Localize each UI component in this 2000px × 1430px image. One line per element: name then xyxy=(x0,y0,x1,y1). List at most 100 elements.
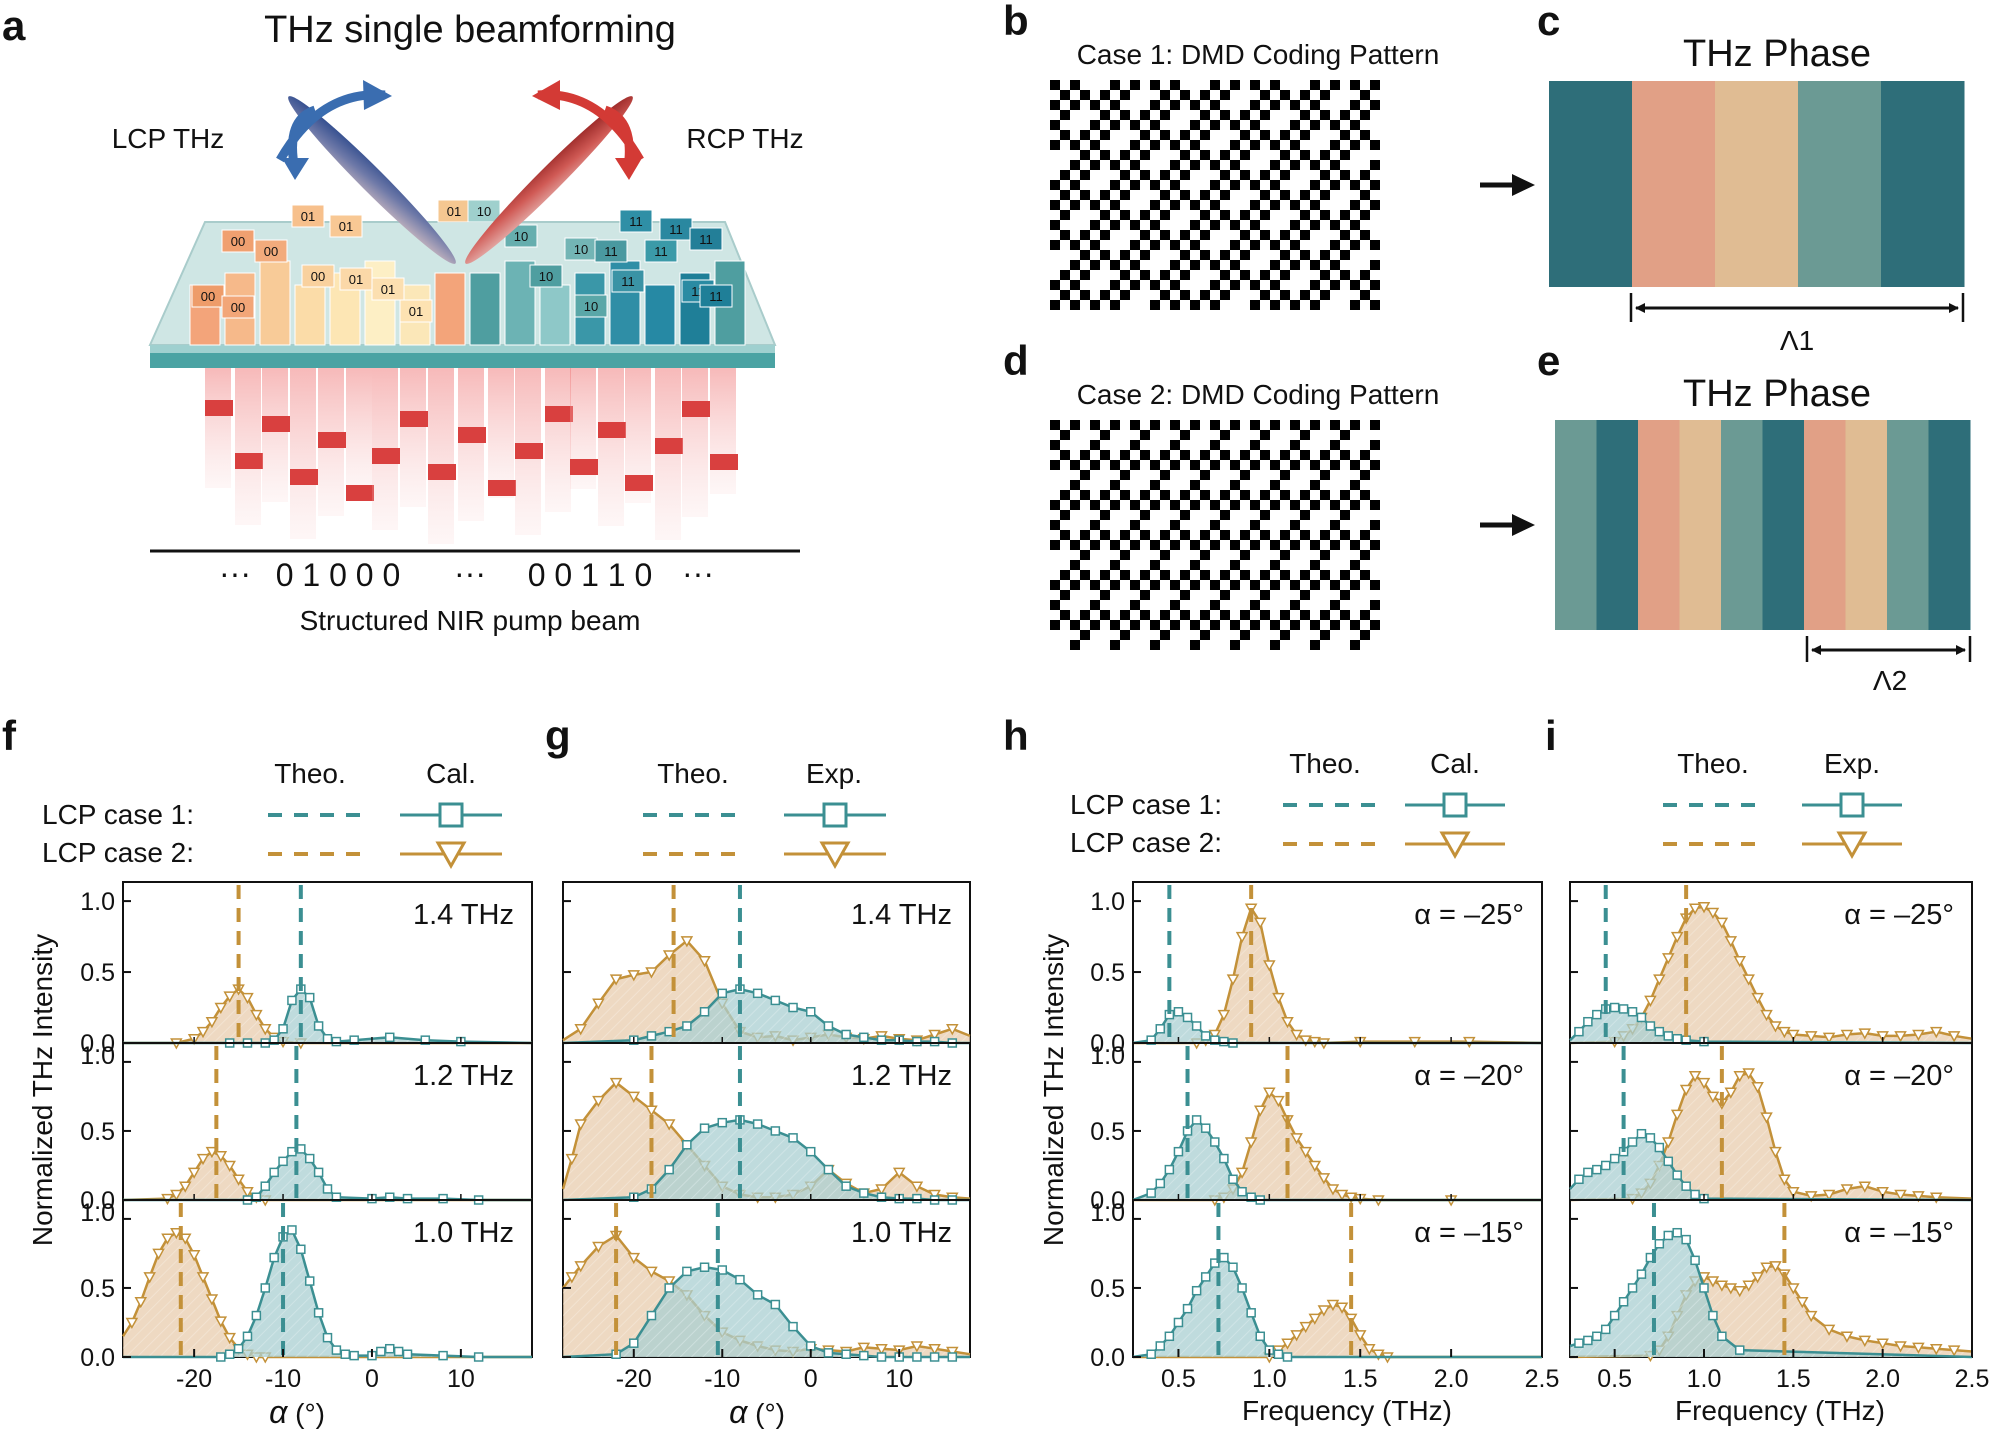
coding-cell-box xyxy=(371,277,405,301)
dmd-pixel xyxy=(1330,580,1340,590)
data-point-square xyxy=(788,1321,798,1332)
dmd-pixel xyxy=(1230,140,1240,150)
dmd-pixel xyxy=(1160,210,1170,220)
coding-cell-label: 10 xyxy=(514,229,528,244)
data-point-triangle xyxy=(205,1294,219,1306)
dmd-pixel xyxy=(1190,240,1200,250)
dmd-pixel xyxy=(1320,550,1330,560)
dmd-pixel xyxy=(1070,300,1080,310)
dmd-pixel xyxy=(1340,430,1350,440)
data-point-triangle xyxy=(1858,1028,1872,1040)
panel-d: d Case 2: DMD Coding Pattern xyxy=(1003,337,1439,650)
coding-cell-label: 01 xyxy=(447,204,461,219)
panel-e: e THz Phase Λ2 xyxy=(1537,337,1972,696)
dmd-pixel xyxy=(1200,150,1210,160)
phase-stripe xyxy=(1798,81,1882,287)
dmd-pixel xyxy=(1240,270,1250,280)
dmd-pixel xyxy=(1180,570,1190,580)
dmd-pixel xyxy=(1370,520,1380,530)
dmd-pixel xyxy=(1350,100,1360,110)
dmd-pixel xyxy=(1080,610,1090,620)
data-point-square xyxy=(251,1310,262,1321)
dmd-pixel xyxy=(1160,490,1170,500)
dmd-pixel xyxy=(1360,130,1370,140)
chart-g-2: 1.2 THz xyxy=(561,1042,971,1205)
data-point-square xyxy=(841,1349,851,1359)
data-point-square xyxy=(1219,1036,1229,1047)
pump-beam-block xyxy=(545,406,573,422)
dmd-pixel xyxy=(1270,240,1280,250)
data-point-square xyxy=(805,1341,816,1351)
dmd-pixel xyxy=(1180,230,1190,240)
dmd-pixel xyxy=(1330,280,1340,290)
data-point-square xyxy=(752,1119,763,1129)
y-tick-label: 1.0 xyxy=(80,1199,115,1227)
dmd-pixel xyxy=(1350,240,1360,250)
data-point-triangle xyxy=(1290,1330,1303,1342)
data-point-square xyxy=(438,1350,448,1361)
data-point-triangle xyxy=(1804,1031,1818,1043)
dmd-pixel xyxy=(1280,170,1290,180)
dmd-pixel xyxy=(1310,160,1320,170)
dmd-pixel xyxy=(1250,140,1260,150)
dmd-pixel xyxy=(1110,420,1120,430)
coding-cell-label: 10 xyxy=(539,269,553,284)
panel-a-title: THz single beamforming xyxy=(264,9,676,51)
dmd-pixel xyxy=(1170,460,1180,470)
dmd-pixel xyxy=(1120,290,1130,300)
dmd-pixel xyxy=(1260,190,1270,200)
dmd-pixel xyxy=(1350,140,1360,150)
data-point-square xyxy=(1636,1128,1647,1139)
dmd-pixel xyxy=(1170,600,1180,610)
dmd-pixel xyxy=(1320,530,1330,540)
series-hatch xyxy=(1133,1119,1542,1200)
dmd-pixel xyxy=(1100,530,1110,540)
dmd-pixel xyxy=(1130,420,1140,430)
x-tick-label: 1.0 xyxy=(1687,1365,1722,1393)
dmd-pixel xyxy=(1060,450,1070,460)
dmd-pixel xyxy=(1340,510,1350,520)
rcp-thz-label: RCP THz xyxy=(686,123,803,154)
dmd-pixel xyxy=(1350,460,1360,470)
dmd-pixel xyxy=(1290,440,1300,450)
dmd-pixel xyxy=(1120,250,1130,260)
data-point-triangle xyxy=(698,955,711,968)
dmd-pixel xyxy=(1070,80,1080,90)
dmd-pixel xyxy=(1250,520,1260,530)
x-tick-label: 10 xyxy=(885,1365,913,1393)
pump-beam-column xyxy=(235,368,261,525)
coding-cell-label: 10 xyxy=(574,242,588,257)
dmd-pixel xyxy=(1050,140,1060,150)
dmd-pixel xyxy=(1240,550,1250,560)
data-point-triangle xyxy=(1253,1105,1267,1117)
data-point-square xyxy=(912,1352,922,1362)
dmd-pixel xyxy=(1180,270,1190,280)
dmd-pixel xyxy=(1330,180,1340,190)
pump-beam-column xyxy=(710,368,736,494)
dmd-pixel xyxy=(1210,540,1220,550)
coding-cell: 11 xyxy=(699,284,733,308)
dmd-pixel xyxy=(1070,580,1080,590)
dmd-pixel xyxy=(1220,450,1230,460)
dmd-pixel xyxy=(1300,290,1310,300)
dmd-pixel xyxy=(1220,530,1230,540)
dmd-pixel xyxy=(1370,300,1380,310)
data-point-square xyxy=(1200,1272,1211,1282)
data-point-square xyxy=(1210,1137,1220,1147)
data-point-square xyxy=(805,1007,816,1017)
dmd-pixel xyxy=(1300,90,1310,100)
dmd-pixel xyxy=(1370,620,1380,630)
data-point-square xyxy=(1672,1033,1682,1044)
dmd-pixel xyxy=(1140,530,1150,540)
y-tick-label: 1.0 xyxy=(1090,1042,1125,1070)
data-point-square xyxy=(278,1024,288,1034)
dmd-pixel xyxy=(1350,620,1360,630)
dmd-pixel xyxy=(1340,490,1350,500)
dmd-pixel xyxy=(1280,470,1290,480)
data-point-triangle xyxy=(1688,1070,1702,1083)
dmd-pixel xyxy=(1090,160,1100,170)
data-point-triangle xyxy=(223,1332,236,1345)
data-point-square xyxy=(1246,1192,1256,1202)
data-point-triangle xyxy=(1876,1338,1889,1350)
